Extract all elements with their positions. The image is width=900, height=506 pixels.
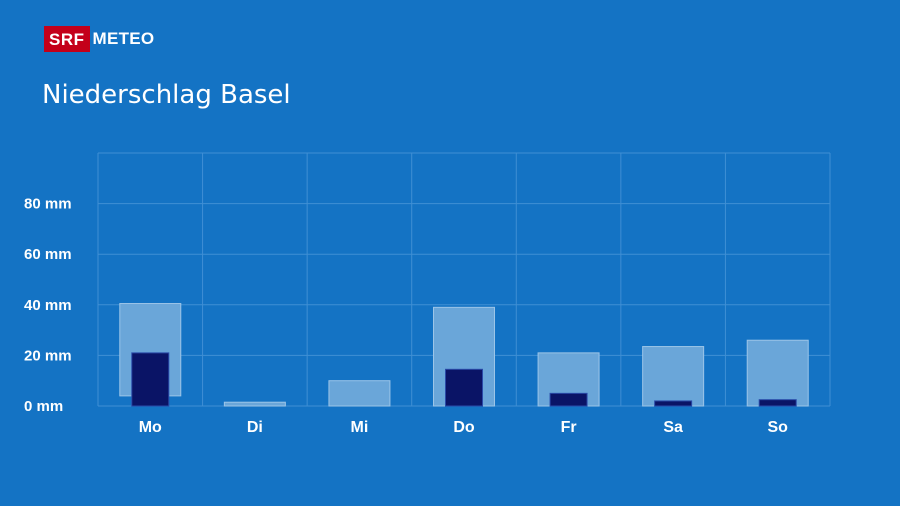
y-tick-label: 0 mm (24, 398, 63, 415)
y-tick-label: 80 mm (24, 196, 72, 213)
value-bar-So (758, 399, 797, 407)
value-bar-Fr (549, 392, 588, 407)
logo-srf: SRF (44, 26, 90, 52)
range-bar-Di (223, 401, 286, 407)
x-tick-label: Fr (561, 419, 577, 436)
x-tick-label: Sa (663, 419, 683, 436)
y-tick-label: 20 mm (24, 347, 72, 364)
range-bar-Sa (642, 346, 705, 407)
y-tick-label: 40 mm (24, 297, 72, 314)
x-tick-label: So (767, 419, 788, 436)
x-tick-label: Do (453, 419, 475, 436)
x-tick-label: Mi (351, 419, 369, 436)
y-tick-label: 60 mm (24, 246, 72, 263)
srf-meteo-logo: SRF METEO (44, 26, 154, 52)
chart-title: Niederschlag Basel (42, 80, 291, 110)
logo-meteo: METEO (92, 29, 155, 48)
value-bar-Mo (131, 352, 170, 407)
range-bar-Mi (328, 380, 391, 407)
range-bar-So (746, 339, 809, 407)
x-tick-label: Mo (139, 419, 162, 436)
value-bar-Sa (654, 400, 693, 407)
grid-layer (97, 152, 831, 407)
x-axis-labels: Mo Di Mi Do Fr Sa So (139, 419, 788, 436)
x-tick-label: Di (247, 419, 263, 436)
bars-layer (119, 303, 809, 407)
y-axis-labels: 0 mm 20 mm 40 mm 60 mm 80 mm (24, 196, 72, 415)
value-bar-Do (445, 368, 483, 407)
